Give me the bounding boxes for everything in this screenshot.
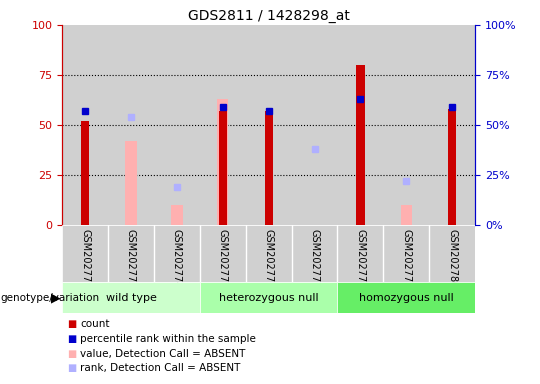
Bar — [81, 121, 89, 225]
Text: GSM202773: GSM202773 — [126, 229, 136, 289]
Bar — [246, 225, 292, 282]
Text: genotype/variation: genotype/variation — [1, 293, 100, 303]
Text: GSM202776: GSM202776 — [264, 229, 274, 289]
Bar — [292, 225, 338, 282]
Bar — [62, 225, 108, 282]
Bar — [154, 225, 200, 282]
Text: rank, Detection Call = ABSENT: rank, Detection Call = ABSENT — [80, 363, 240, 373]
Bar — [108, 225, 154, 282]
Bar — [62, 25, 108, 225]
Bar — [383, 25, 429, 225]
Text: heterozygous null: heterozygous null — [219, 293, 319, 303]
Text: GSM202779: GSM202779 — [401, 229, 411, 289]
Bar — [383, 225, 429, 282]
Title: GDS2811 / 1428298_at: GDS2811 / 1428298_at — [188, 8, 349, 23]
Bar — [448, 109, 456, 225]
Bar — [108, 25, 154, 225]
Bar — [62, 282, 200, 313]
Text: ▶: ▶ — [51, 291, 60, 304]
Bar — [338, 282, 475, 313]
Text: value, Detection Call = ABSENT: value, Detection Call = ABSENT — [80, 349, 245, 359]
Bar — [401, 205, 412, 225]
Bar — [200, 225, 246, 282]
Text: GSM202774: GSM202774 — [172, 229, 182, 289]
Bar — [338, 225, 383, 282]
Bar — [292, 25, 338, 225]
Bar — [338, 25, 383, 225]
Text: percentile rank within the sample: percentile rank within the sample — [80, 334, 256, 344]
Bar — [154, 25, 200, 225]
Bar — [219, 111, 227, 225]
Bar — [265, 111, 273, 225]
Bar — [200, 282, 338, 313]
Text: ■: ■ — [68, 349, 77, 359]
Bar — [125, 141, 137, 225]
Text: count: count — [80, 319, 110, 329]
Text: GSM202775: GSM202775 — [218, 229, 228, 289]
Bar — [200, 25, 246, 225]
Text: GSM202772: GSM202772 — [80, 229, 90, 289]
Bar — [429, 25, 475, 225]
Text: GSM202777: GSM202777 — [309, 229, 320, 289]
Text: ■: ■ — [68, 363, 77, 373]
Bar — [171, 205, 183, 225]
Text: GSM202780: GSM202780 — [447, 229, 457, 288]
Bar — [429, 225, 475, 282]
Text: ■: ■ — [68, 319, 77, 329]
Text: homozygous null: homozygous null — [359, 293, 454, 303]
Text: wild type: wild type — [105, 293, 157, 303]
Text: ■: ■ — [68, 334, 77, 344]
Text: GSM202778: GSM202778 — [355, 229, 366, 289]
Bar — [356, 65, 365, 225]
Bar — [217, 99, 228, 225]
Bar — [246, 25, 292, 225]
